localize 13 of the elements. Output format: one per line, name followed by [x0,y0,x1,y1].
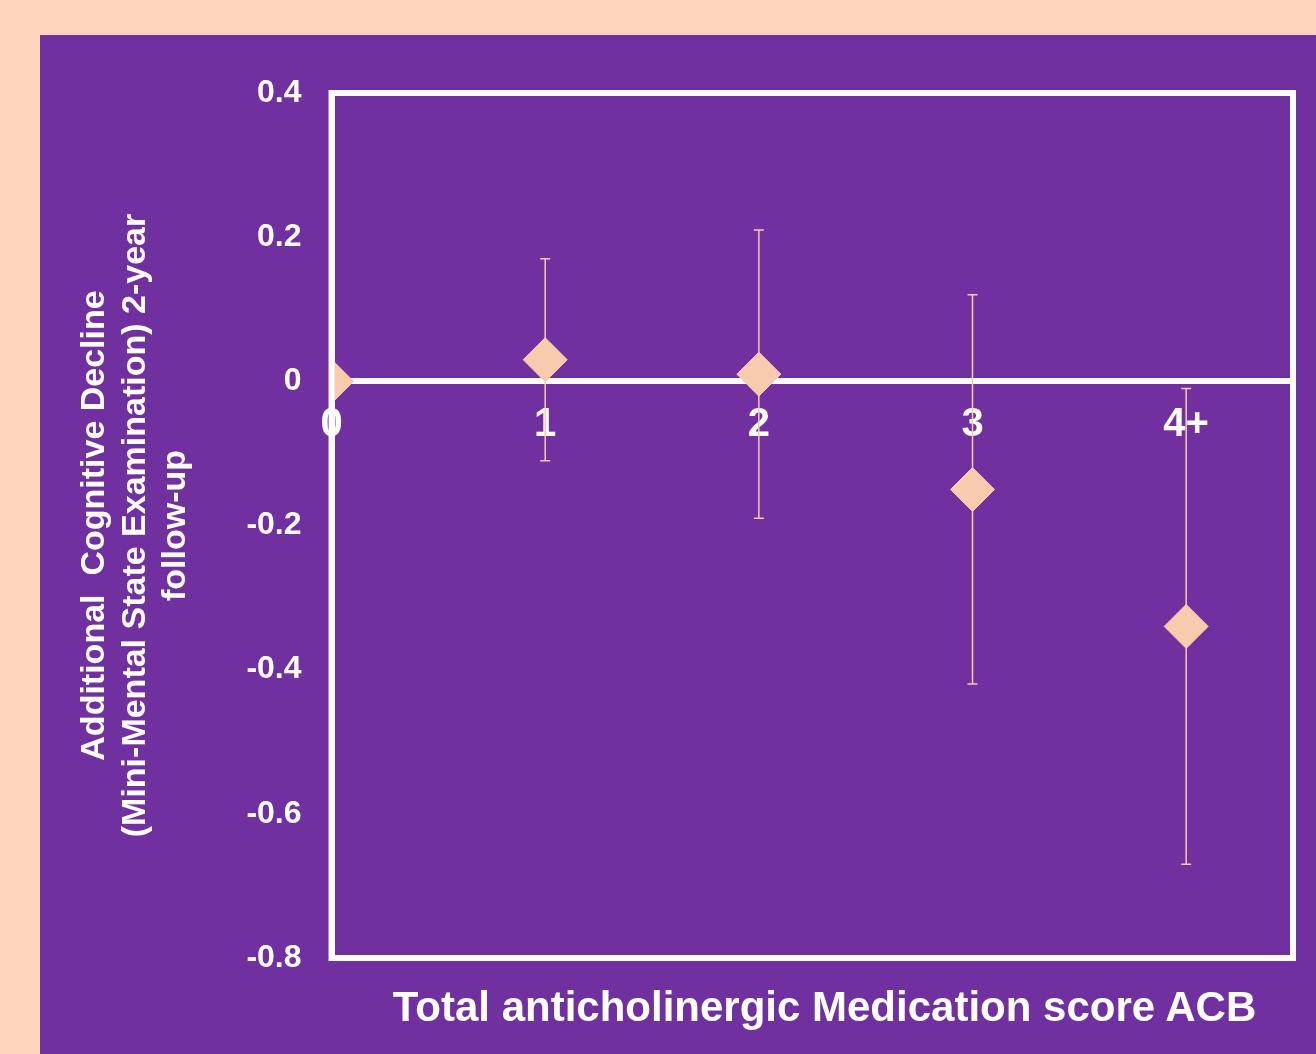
y-tick-label: -0.6 [246,793,302,830]
y-tick-label: -0.2 [246,505,302,542]
y-axis-title: Additional Cognitive Decline (Mini-Mental State Examination) 2-year follow-up [72,213,193,838]
point [736,351,782,397]
point [522,337,568,383]
point [950,466,996,512]
x-axis-title: Total anticholinergic Medication score ACB [391,983,1258,1031]
y-tick-label: -0.4 [246,649,302,686]
y-tick-label: 0.4 [257,72,302,109]
y-tick-label: 0.2 [257,216,302,253]
y-tick-label: -0.8 [246,937,302,974]
point [1163,603,1209,649]
y-tick-label: 0 [283,361,302,398]
